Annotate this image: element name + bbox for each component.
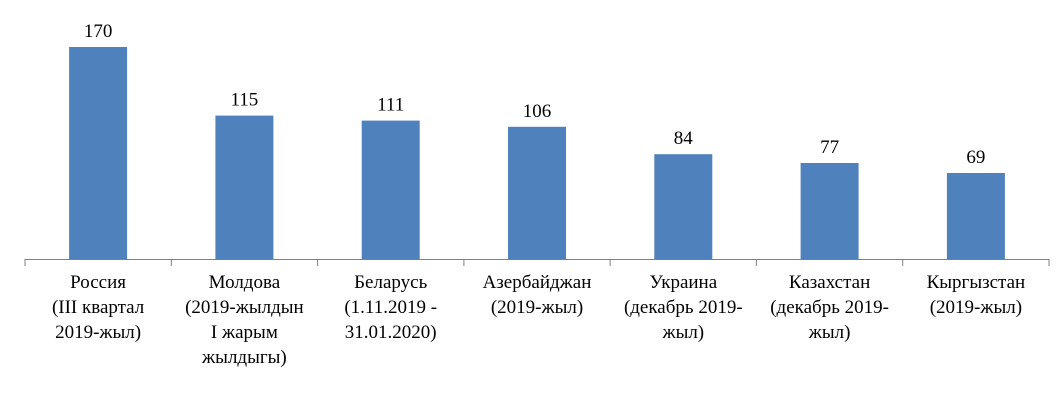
- category-label-line: Россия: [70, 272, 126, 293]
- bars-group: [69, 47, 1005, 259]
- category-label-line: жыл): [808, 322, 851, 343]
- bar-5: [800, 163, 859, 259]
- category-label-line: (III квартал: [52, 297, 145, 318]
- bar-2: [361, 120, 420, 259]
- category-label-line: (2019-жыл): [491, 297, 583, 318]
- data-label-6: 69: [966, 147, 985, 168]
- category-label-line: жыл): [661, 322, 704, 343]
- data-label-3: 106: [523, 101, 552, 122]
- value-labels-group: 170 115 111 106 84 77 69: [84, 21, 986, 168]
- category-label-line: Казахстан: [789, 272, 870, 293]
- data-label-0: 170: [84, 21, 113, 42]
- category-label-line: 2019-жыл): [55, 322, 141, 343]
- bar-4: [654, 154, 713, 259]
- category-label-line: (2019-жыл): [930, 297, 1022, 318]
- category-label-line: (2019-жылдын: [185, 297, 304, 318]
- category-label-line: Беларусь: [354, 272, 427, 293]
- category-label-line: Азербайджан: [483, 272, 592, 293]
- category-label-line: Молдова: [209, 272, 281, 293]
- category-label-2: Беларусь (1.11.2019 - 31.01.2020): [344, 272, 437, 343]
- bar-0: [69, 47, 128, 259]
- category-label-line: I жарым: [211, 322, 278, 343]
- bar-1: [215, 115, 274, 259]
- data-label-5: 77: [820, 137, 839, 158]
- category-label-1: Молдова (2019-жылдын I жарым жылдыгы): [185, 272, 304, 368]
- data-label-1: 115: [231, 90, 259, 111]
- category-label-6: Кыргызстан (2019-жыл): [927, 272, 1026, 318]
- category-label-3: Азербайджан (2019-жыл): [483, 272, 592, 318]
- category-label-4: Украина (декабрь 2019- жыл): [624, 272, 743, 343]
- category-label-line: (декабрь 2019-: [624, 297, 743, 318]
- category-label-line: жылдыгы): [201, 347, 287, 368]
- x-axis: [24, 259, 1050, 266]
- data-label-2: 111: [377, 95, 404, 116]
- category-label-line: Кыргызстан: [927, 272, 1026, 293]
- bar-6: [946, 173, 1005, 259]
- category-label-0: Россия (III квартал 2019-жыл): [52, 272, 145, 343]
- category-label-line: Украина: [649, 272, 717, 293]
- bar-3: [508, 126, 566, 259]
- category-label-line: 31.01.2020): [345, 322, 437, 343]
- category-label-line: (декабрь 2019-: [770, 297, 889, 318]
- category-label-line: (1.11.2019 -: [344, 297, 437, 318]
- category-labels-group: Россия (III квартал 2019-жыл) Молдова (2019-…: [52, 272, 1025, 368]
- category-label-5: Казахстан (декабрь 2019- жыл): [770, 272, 889, 343]
- data-label-4: 84: [674, 128, 694, 149]
